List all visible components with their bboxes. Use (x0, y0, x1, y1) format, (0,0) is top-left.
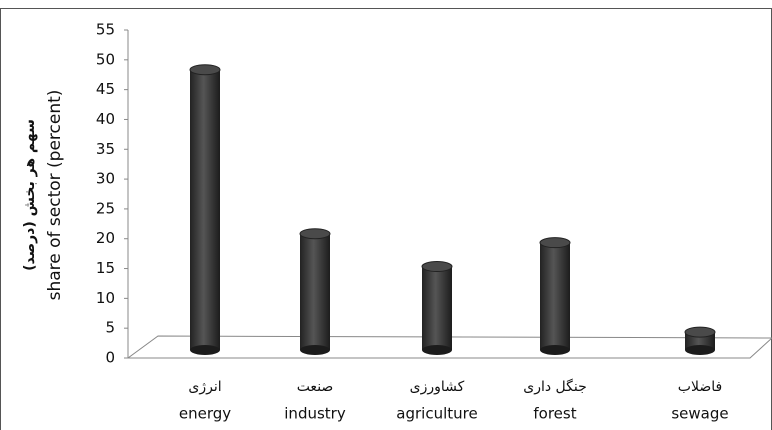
chart-border (0, 8, 772, 430)
bar-body (540, 242, 570, 350)
bar-top (684, 326, 716, 338)
y-tick-label: 45 (96, 80, 115, 98)
y-axis-title: سهم هر بخش (درصد) (22, 119, 38, 271)
bar (684, 326, 716, 355)
bar-top (189, 64, 221, 76)
y-tick-label: 20 (96, 229, 115, 247)
bar (299, 228, 331, 355)
y-tick-label: 10 (96, 289, 115, 307)
bar-bottom (190, 345, 220, 355)
x-tick-label: forest (533, 405, 576, 423)
y-tick-label: 30 (96, 170, 115, 188)
bar-top (299, 228, 331, 240)
x-tick-label: فاضلاب (678, 379, 722, 395)
y-tick-label: 50 (96, 50, 115, 68)
bar (189, 64, 221, 355)
bar-body (422, 266, 452, 350)
y-tick-label: 55 (96, 21, 115, 39)
y-tick-label: 15 (96, 259, 115, 277)
x-tick-label: agriculture (396, 405, 477, 423)
y-tick-label: 25 (96, 199, 115, 217)
y-tick-label: 5 (105, 319, 115, 337)
bar-bottom (540, 345, 570, 355)
bar (421, 261, 453, 355)
y-axis-title: share of sector (percent) (45, 90, 65, 301)
bar-body (300, 233, 330, 350)
x-tick-label: جنگل داری (523, 378, 587, 395)
x-tick-label: کشاورزی (410, 379, 465, 395)
x-tick-label: انرژی (188, 379, 221, 395)
bar-bottom (422, 345, 452, 355)
bar-top (539, 237, 571, 249)
bar (539, 237, 571, 355)
bar-body (190, 69, 220, 350)
y-tick-label: 35 (96, 140, 115, 158)
bar-bottom (685, 345, 715, 355)
x-tick-label: sewage (671, 405, 728, 423)
x-tick-label: صنعت (297, 379, 334, 395)
bar-bottom (300, 345, 330, 355)
x-tick-label: industry (284, 405, 346, 423)
bar-top (421, 261, 453, 273)
y-tick-label: 40 (96, 110, 115, 128)
x-tick-label: energy (179, 405, 231, 423)
y-tick-label: 0 (105, 349, 115, 367)
